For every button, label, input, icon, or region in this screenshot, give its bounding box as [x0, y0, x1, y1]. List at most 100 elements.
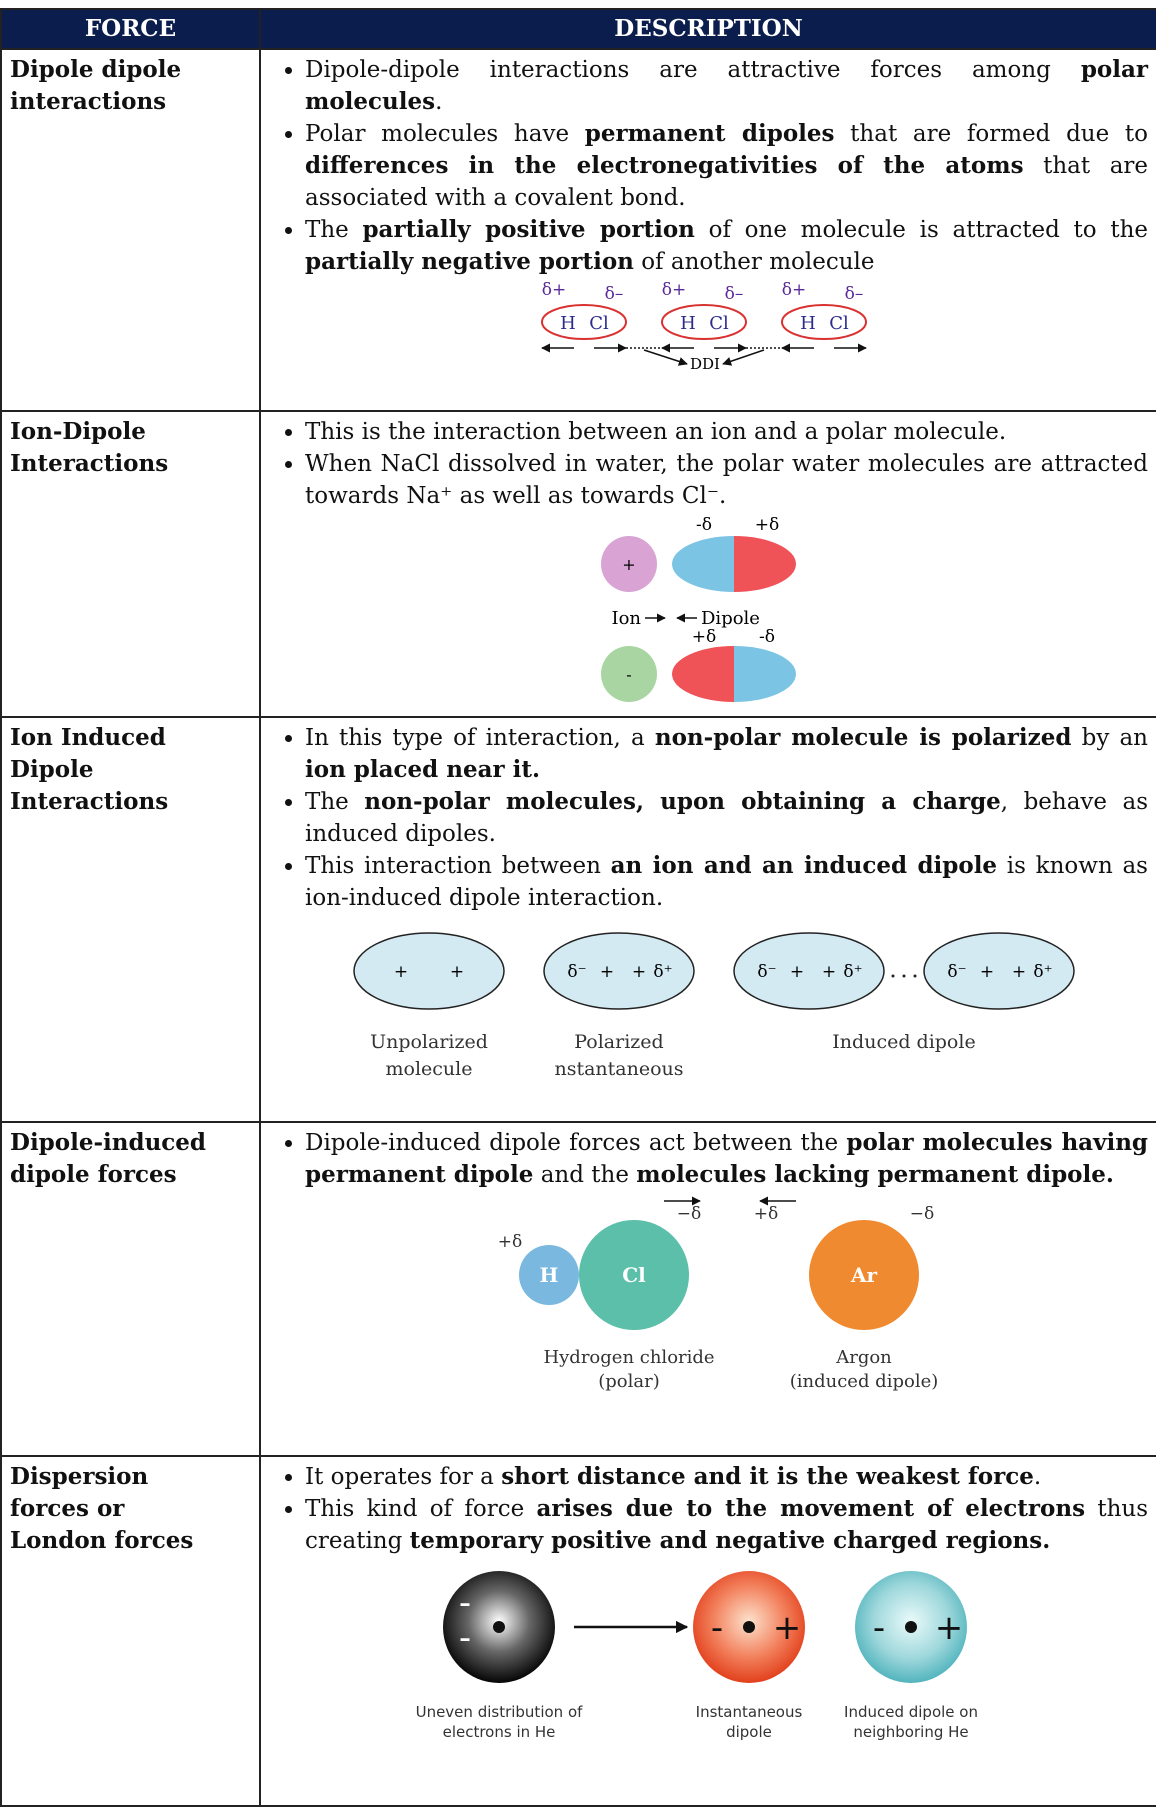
diagram-shape: [733, 536, 796, 592]
diagram-label: δ+: [661, 280, 685, 300]
bullet: The partially positive portion of one mo…: [305, 214, 1148, 278]
diagram-shape: [902, 974, 905, 978]
bullet: It operates for a short distance and it …: [305, 1461, 1148, 1493]
diagram-label: Cl: [829, 313, 849, 334]
diagram-label: +: [979, 962, 993, 982]
diagram-label: δ–: [724, 284, 743, 304]
text-segment: arises due to the movement of electrons: [536, 1495, 1086, 1522]
dipole-induced-diagram: H Cl Ar +δ −δ +δ −δ Hydrogen chloride (pola…: [497, 1196, 938, 1392]
text-segment: differences in the electronegativities o…: [305, 152, 1024, 179]
text-segment: partially positive portion: [362, 216, 695, 243]
diagram-label: δ⁺: [1033, 962, 1052, 982]
force-name: dipole forces: [10, 1161, 177, 1188]
text-segment: and the: [533, 1162, 637, 1188]
row: Dipole-induced dipole forces Dipole-induc…: [0, 1121, 1156, 1457]
diagram-shape: [891, 974, 916, 978]
force-name: Interactions: [10, 788, 169, 815]
diagram-shape: [600, 646, 657, 702]
force-name: Dispersion: [10, 1463, 149, 1490]
text-segment: short distance and it is the weakest for…: [501, 1463, 1034, 1490]
diagram-label: Ar: [849, 1263, 877, 1287]
force-name: Dipole dipole: [10, 56, 182, 83]
force-cell: Dipole dipole interactions: [0, 48, 261, 412]
diagram-label: δ⁻: [757, 962, 776, 982]
text-segment: Dipole-induced dipole forces act between…: [305, 1130, 847, 1156]
bullet-list: In this type of interaction, a non-polar…: [269, 722, 1148, 914]
text-segment: ion placed near it.: [305, 756, 541, 783]
force-name: forces or: [10, 1495, 125, 1522]
diagram-label: δ+: [781, 280, 805, 300]
diagram-label: δ⁺: [653, 962, 672, 982]
diagram-label: H: [800, 313, 816, 334]
description-cell: Dipole-induced dipole forces act between…: [259, 1121, 1156, 1457]
text-segment: Dipole-dipole interactions are attractiv…: [305, 57, 1081, 83]
diagram-label: Induced dipole: [832, 1031, 975, 1053]
text-segment: polar molecules having permanent dipole: [305, 1129, 1148, 1188]
diagram-label: δ⁺: [843, 962, 862, 982]
diagram-shape: + + δ⁻ + + δ⁺ δ⁻ + + δ⁺ δ⁻ + + δ⁺: [393, 962, 1052, 982]
force-name: Dipole: [10, 756, 94, 783]
diagram-shape: δ+ δ– δ+ δ– δ+ δ–: [541, 280, 863, 304]
force-name: Ion Induced: [10, 724, 166, 751]
diagram-shape: Hydrogen chloride (polar) Argon (induced d…: [543, 1347, 938, 1392]
diagram-label: +: [789, 962, 803, 982]
text-segment: , behave as induced dipoles.: [305, 789, 1148, 847]
text-segment: This kind of force: [305, 1496, 537, 1522]
force-name: London forces: [10, 1527, 194, 1554]
diagram-label: neighboring He: [853, 1723, 968, 1741]
text-segment: is known as ion-induced dipole interacti…: [305, 853, 1148, 911]
text-segment: that are associated with a covalent bond…: [305, 153, 1149, 211]
diagram-label: Cl: [622, 1263, 646, 1287]
bullet: When NaCl dissolved in water, the polar …: [305, 448, 1148, 512]
bullet-list: Dipole-dipole interactions are attractiv…: [269, 54, 1148, 278]
diagram-label: −δ: [676, 1204, 700, 1224]
text-segment: non-polar molecules, upon obtaining a ch…: [364, 788, 1001, 815]
diagram-label: Cl: [589, 313, 609, 334]
diagram-label: +δ: [497, 1232, 521, 1252]
bullet: In this type of interaction, a non-polar…: [305, 722, 1148, 786]
diagram-shape: Uneven distribution of electrons in He In…: [415, 1703, 977, 1741]
diagram-label: Induced dipole on: [844, 1703, 978, 1721]
diagram-label: H: [680, 313, 696, 334]
diagram-label: -: [872, 1608, 884, 1648]
diagram-shape: [660, 304, 747, 340]
bullet: Polar molecules have permanent dipoles t…: [305, 118, 1148, 214]
text-segment: molecules lacking permanent dipole.: [636, 1161, 1114, 1188]
diagram-shape: [671, 646, 734, 702]
text-segment: .: [1033, 1464, 1042, 1490]
header-cell: FORCE: [0, 8, 261, 50]
diagram-shape: H Cl H Cl H Cl: [560, 313, 849, 334]
diagram-shape: [540, 343, 867, 366]
diagram-shape: [742, 1621, 755, 1633]
diagram-label: Unpolarized: [370, 1031, 488, 1053]
text-segment: polar molecules: [305, 56, 1148, 115]
row: Dipole dipole interactions Dipole-dipole …: [0, 48, 1156, 412]
diagram-label: Dipole: [701, 608, 760, 629]
diagram-shape: [922, 932, 1075, 1010]
dispersion-diagram: -- - + - + Uneven distribution ofelectrons…: [415, 1571, 977, 1741]
diagram-shape: [733, 646, 796, 702]
diagram-shape: [904, 1621, 917, 1633]
diagram-label: −δ: [909, 1204, 933, 1224]
bullet: This interaction between an ion and an i…: [305, 850, 1148, 914]
text-segment: temporary positive and negative charged …: [409, 1527, 1051, 1554]
diagram-label: -: [458, 1618, 470, 1658]
diagram-shape: [600, 536, 657, 592]
diagram-label: +: [1011, 962, 1025, 982]
diagram-label: -: [626, 665, 631, 684]
header-row: FORCE DESCRIPTION: [0, 8, 1156, 50]
diagram-shape: H Cl Ar: [539, 1263, 877, 1287]
diagram-label: electrons in He: [442, 1723, 555, 1741]
text-segment: .: [435, 89, 443, 115]
description-cell: This is the interaction between an ion a…: [259, 410, 1156, 718]
ion-induced-dipole-diagram: + + δ⁻ + + δ⁺ δ⁻ + + δ⁺ δ⁻ + + δ⁺ Unpolarized molec…: [352, 932, 1075, 1080]
bullet: The non-polar molecules, upon obtaining …: [305, 786, 1148, 850]
diagram-label: Argon: [835, 1347, 892, 1368]
force-name: interactions: [10, 88, 167, 115]
bullet-list: It operates for a short distance and it …: [269, 1461, 1148, 1557]
force-cell: Dispersion forces or London forces: [0, 1455, 261, 1807]
diagram-shape: [352, 932, 1075, 1010]
diagram-label: +: [449, 962, 463, 982]
force-cell: Ion Induced Dipole Interactions: [0, 716, 261, 1123]
